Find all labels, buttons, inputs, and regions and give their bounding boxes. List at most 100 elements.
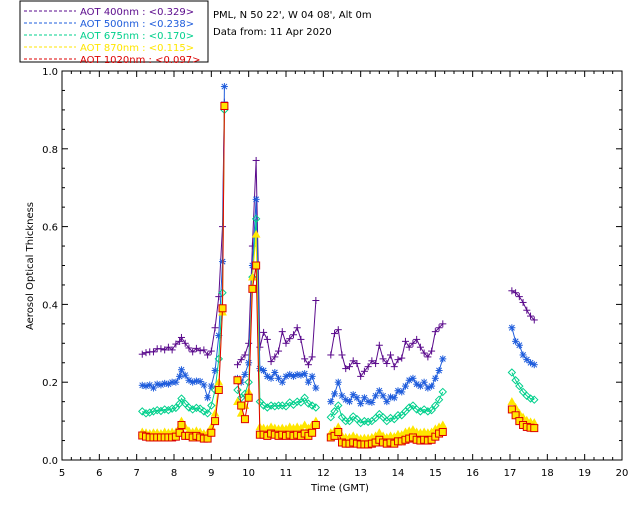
data-point [368, 357, 376, 365]
legend-label: AOT 870nm : <0.115> [80, 43, 194, 54]
data-point [363, 417, 373, 427]
data-point [300, 420, 310, 429]
x-tick-label: 6 [96, 468, 102, 479]
data-point [237, 356, 245, 364]
data-point [357, 400, 365, 408]
data-point [439, 320, 447, 328]
data-point [507, 397, 517, 405]
data-point [218, 304, 227, 313]
y-tick-label: 0.8 [42, 145, 58, 156]
data-point [428, 382, 436, 390]
data-point [184, 403, 194, 412]
data-point [149, 407, 158, 416]
data-point [214, 354, 224, 364]
data-point [398, 354, 406, 362]
data-point [176, 337, 184, 345]
data-point [334, 427, 343, 436]
legend-label: AOT 1020nm : <0.097> [80, 55, 200, 66]
data-point [508, 324, 516, 332]
data-point [515, 293, 523, 301]
data-point [207, 382, 215, 390]
data-point [511, 376, 520, 385]
data-point [263, 335, 271, 343]
data-point [311, 420, 320, 429]
data-point [196, 377, 204, 385]
data-point [383, 360, 391, 368]
data-point [245, 359, 253, 367]
x-tick-label: 16 [466, 468, 479, 479]
data-point [405, 343, 413, 351]
legend-item: AOT 870nm : <0.115> [24, 43, 194, 54]
data-point [515, 341, 523, 349]
x-tick-label: 7 [133, 468, 139, 479]
data-point [349, 357, 357, 365]
series-line [237, 199, 317, 389]
legend-item: AOT 400nm : <0.329> [24, 7, 194, 18]
data-point [308, 372, 316, 380]
data-point [214, 385, 223, 394]
data-point [416, 343, 424, 351]
data-point [519, 351, 527, 359]
data-point [356, 418, 365, 428]
series-line [511, 372, 535, 401]
data-point [164, 406, 173, 415]
data-point [345, 398, 353, 406]
data-point [330, 407, 339, 416]
legend-item: AOT 675nm : <0.170> [24, 31, 194, 42]
data-point [379, 392, 387, 400]
data-point [435, 367, 443, 375]
data-point [240, 415, 249, 424]
data-point [289, 331, 297, 339]
data-point [259, 401, 268, 410]
data-point [345, 363, 353, 371]
data-point [200, 346, 208, 354]
data-point [177, 366, 185, 374]
x-tick-label: 19 [578, 468, 591, 479]
data-point [331, 330, 339, 338]
data-point [424, 353, 432, 361]
data-point [141, 409, 151, 418]
data-point [307, 401, 317, 410]
data-point [138, 407, 147, 416]
data-point [241, 370, 249, 378]
data-point [409, 339, 417, 347]
data-point [282, 372, 290, 380]
data-point [405, 376, 413, 384]
data-point [416, 407, 425, 416]
date-info: Data from: 11 Apr 2020 [213, 27, 332, 38]
data-point [522, 391, 532, 401]
data-point [172, 340, 180, 348]
y-axis: 0.0 0.2 0.4 0.6 0.8 1.0 [42, 67, 622, 467]
data-point [364, 363, 372, 371]
data-point [431, 401, 440, 410]
x-axis: 5 6 7 8 9 10 11 12 13 14 15 16 17 18 19 20 [59, 71, 628, 479]
data-point [438, 427, 447, 436]
series-4 [137, 101, 539, 442]
data-point [360, 367, 368, 375]
data-point [530, 361, 538, 369]
data-point [185, 344, 193, 352]
data-point [431, 374, 439, 382]
data-point [293, 324, 301, 332]
data-point [167, 404, 177, 413]
data-point [164, 343, 172, 351]
data-point [260, 367, 268, 375]
data-point [530, 424, 539, 433]
data-point [311, 403, 321, 412]
data-point [274, 401, 283, 410]
data-point [390, 363, 398, 371]
data-point [241, 351, 249, 359]
data-point [401, 337, 409, 345]
data-point [177, 394, 186, 403]
data-point [387, 351, 395, 359]
y-tick-label: 1.0 [42, 67, 58, 78]
data-point [207, 401, 216, 410]
data-point [404, 403, 414, 412]
data-point [512, 337, 520, 345]
data-point [438, 420, 448, 429]
data-point [244, 393, 253, 402]
data-point [211, 417, 220, 426]
data-point [285, 398, 294, 407]
data-point [419, 405, 429, 414]
data-point [204, 394, 212, 402]
